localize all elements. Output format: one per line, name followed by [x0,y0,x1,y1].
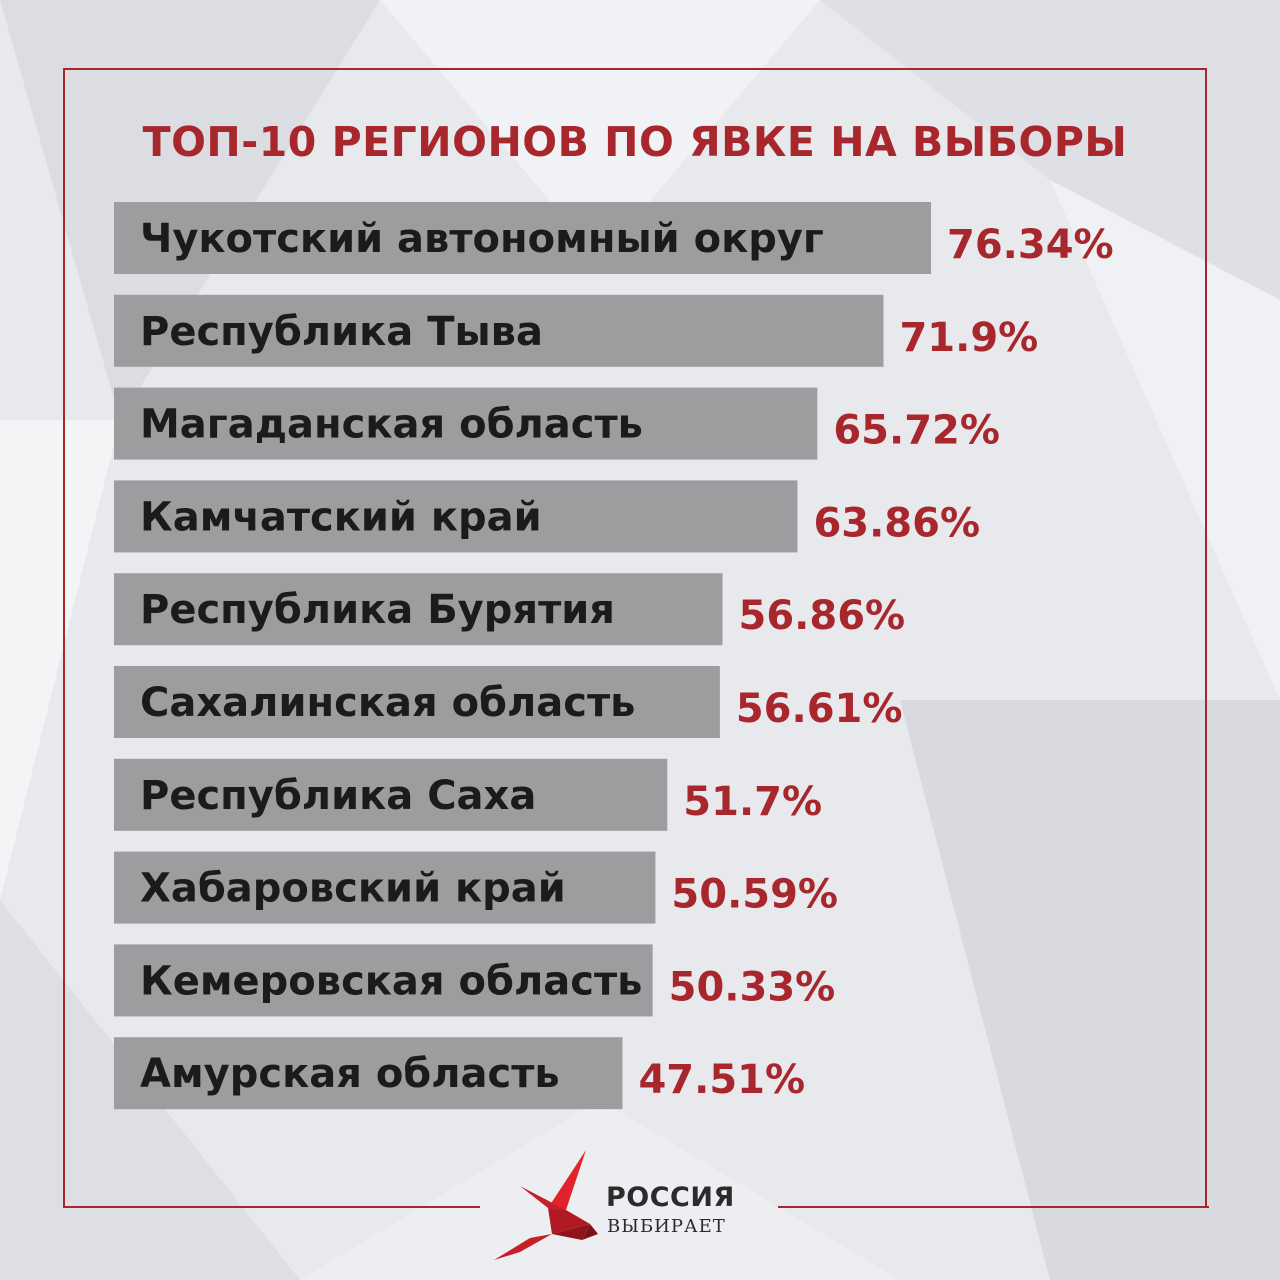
bar [114,851,656,924]
value-label: 56.61% [736,686,903,732]
value-label: 71.9% [899,315,1038,361]
category-label: Камчатский край [140,494,542,540]
category-label: Республика Саха [140,773,536,819]
value-label: 47.51% [638,1057,805,1103]
category-label: Амурская область [140,1051,560,1097]
red-bird-icon [494,1150,598,1260]
category-label: Чукотский автономный округ [140,216,824,262]
frame-bottom-right [778,1206,1209,1208]
bar [114,573,723,646]
value-label: 56.86% [739,593,906,639]
bar [114,480,798,553]
value-label: 50.33% [669,964,836,1010]
bar [114,294,884,367]
chart-frame [63,68,1207,1208]
frame-bottom-left [63,1206,480,1208]
category-label: Сахалинская область [140,680,635,726]
logo-title: РОССИЯ [606,1182,735,1213]
bar [114,666,720,738]
category-label: Кемеровская область [140,958,642,1004]
logo-subtitle: ВЫБИРАЕТ [607,1216,726,1237]
value-label: 65.72% [833,408,1000,454]
chart-title: ТОП-10 РЕГИОНОВ ПО ЯВКЕ НА ВЫБОРЫ [142,118,1128,166]
category-label: Хабаровский край [140,866,566,912]
value-label: 50.59% [671,872,838,918]
category-label: Республика Тыва [140,309,543,355]
category-label: Магаданская область [140,402,643,448]
bar [114,387,818,460]
category-label: Республика Бурятия [140,587,615,633]
value-label: 51.7% [683,779,822,825]
bar [114,944,653,1017]
bar [114,758,668,831]
value-label: 76.34% [947,222,1114,268]
bar [114,1037,623,1110]
bar [114,202,931,274]
value-label: 63.86% [813,500,980,546]
